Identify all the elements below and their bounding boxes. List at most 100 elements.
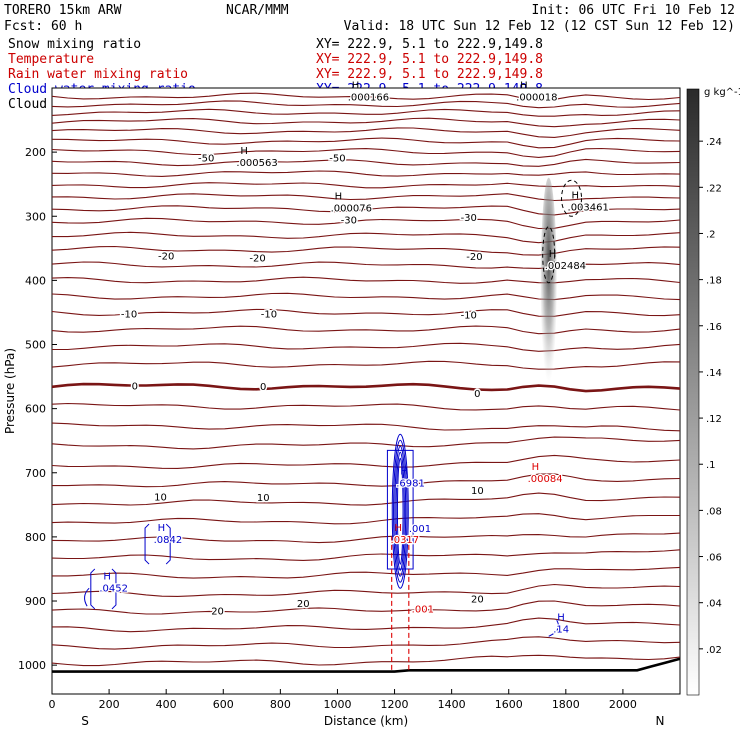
- maximum-value: .14: [553, 625, 569, 636]
- isotherm: [51, 158, 681, 167]
- temperature-label: 0: [132, 382, 138, 393]
- legend-xy: XY= 222.9, 5.1 to 222.9,149.8: [316, 52, 543, 67]
- colorbar-units: g kg^-1: [704, 87, 740, 98]
- isotherm: [51, 100, 681, 109]
- x-tick-label: 1000: [323, 698, 351, 711]
- maximum-marker: H: [532, 462, 540, 473]
- maximum-marker: H: [352, 80, 360, 91]
- colorbar-tick-label: .04: [706, 599, 722, 610]
- temperature-label: -50: [329, 153, 345, 164]
- cloud-water-contour: [393, 439, 408, 583]
- isotherm: [51, 549, 681, 561]
- isotherm: [52, 473, 681, 488]
- isotherm: [51, 636, 681, 650]
- temperature-label: 10: [154, 492, 167, 503]
- rain-contour: [391, 536, 410, 672]
- maxima-labels: H.000563H.000076H.003461H.002484H.000166…: [98, 80, 610, 637]
- x-tick-label: 0: [49, 698, 56, 711]
- north-label: N: [656, 714, 665, 728]
- model-title: TORERO 15km ARW: [4, 3, 122, 18]
- colorbar: [686, 88, 700, 696]
- y-tick-label: 500: [25, 339, 46, 352]
- y-tick-label: 800: [25, 531, 46, 544]
- isotherm: [51, 600, 681, 615]
- x-tick-label: 1800: [552, 698, 580, 711]
- temperature-label: -20: [158, 251, 174, 262]
- temperature-label: 20: [471, 594, 484, 605]
- x-axis-label: Distance (km): [324, 714, 408, 728]
- maximum-value: .0317: [391, 535, 420, 546]
- temperature-label: 20: [297, 599, 310, 610]
- cloud-ice-contour: [561, 179, 583, 217]
- isotherm: [51, 532, 681, 544]
- contour-value: .001: [412, 605, 434, 616]
- temperature-label: 10: [257, 493, 270, 504]
- south-label: S: [81, 714, 89, 728]
- colorbar-tick-label: .16: [706, 322, 722, 333]
- x-tick-label: 400: [156, 698, 177, 711]
- y-tick-label: 600: [25, 403, 46, 416]
- maximum-value: .00084: [528, 474, 563, 485]
- isotherm: [51, 454, 681, 469]
- maximum-value: .6981: [396, 478, 425, 489]
- legend-xy: XY= 222.9, 5.1 to 222.9,149.8: [316, 67, 543, 82]
- colorbar-tick-label: .1: [706, 460, 716, 471]
- isotherm: [51, 137, 681, 149]
- maximum-value: .0452: [99, 584, 128, 595]
- temperature-label: -20: [249, 253, 265, 264]
- maximum-marker: H: [549, 249, 557, 260]
- y-tick-label: 1000: [18, 659, 46, 672]
- cloud-water-outline: [386, 449, 414, 570]
- isotherm: [51, 492, 681, 506]
- isotherm: [51, 205, 681, 216]
- isotherm: [51, 92, 681, 101]
- y-tick-label: 200: [25, 146, 46, 159]
- colorbar-tick-label: .24: [706, 137, 722, 148]
- maximum-value: .0842: [154, 535, 183, 546]
- y-tick-label: 900: [25, 595, 46, 608]
- maximum-marker: H: [158, 523, 166, 534]
- colorbar-ticks: .02 .04 .06 .08 .1 .12 .14 .16 .18 .2 .22 .24: [699, 137, 722, 656]
- x-tick-label: 1600: [495, 698, 523, 711]
- maximum-value: .000563: [236, 158, 277, 169]
- isotherm: [52, 231, 681, 244]
- maximum-marker: H: [395, 523, 403, 534]
- isotherm: [51, 402, 681, 411]
- isotherm: [51, 436, 681, 450]
- init-time: Init: 06 UTC Fri 10 Feb 12: [532, 3, 736, 18]
- colorbar-tick-label: .18: [706, 276, 722, 287]
- colorbar-tick-label: .2: [706, 229, 716, 240]
- temperature-label: -30: [461, 213, 477, 224]
- legend-xy: XY= 222.9, 5.1 to 222.9,149.8: [316, 37, 543, 52]
- cloud-water-contour: [391, 433, 409, 589]
- organization: NCAR/MMM: [226, 3, 289, 18]
- maximum-value: .003461: [568, 203, 609, 214]
- isotherm: [51, 513, 680, 525]
- maximum-marker: H: [572, 191, 580, 202]
- axes: 0 200 400 600 800 1000 1200 1400 1600 1800 2000200…: [3, 146, 664, 728]
- cloud-water-contour: [395, 451, 405, 571]
- snow-shading: [540, 177, 557, 383]
- colorbar-tick-label: .06: [706, 553, 722, 564]
- maximum-marker: H: [400, 466, 408, 477]
- temperature-label: 0: [260, 382, 266, 393]
- isotherm: [51, 245, 681, 256]
- temperature-label: -10: [261, 310, 277, 321]
- temperature-label: 10: [471, 486, 484, 497]
- isotherm: [52, 566, 681, 579]
- cloud-water-contour: [396, 457, 404, 565]
- isotherm: [51, 292, 681, 301]
- isotherm: [51, 360, 681, 370]
- maximum-value: .000076: [331, 203, 372, 214]
- y-tick-label: 700: [25, 467, 46, 480]
- isotherm: [51, 108, 681, 117]
- maximum-marker: H: [240, 146, 248, 157]
- colorbar-tick-label: .22: [706, 183, 722, 194]
- maximum-value: .000018: [516, 92, 557, 103]
- x-tick-label: 2000: [609, 698, 637, 711]
- temperature-label: -10: [121, 310, 137, 321]
- x-tick-label: 600: [213, 698, 234, 711]
- colorbar-tick-label: .02: [706, 645, 722, 656]
- cloud-water-contour: [144, 523, 171, 565]
- temperature-label: 0: [474, 389, 480, 400]
